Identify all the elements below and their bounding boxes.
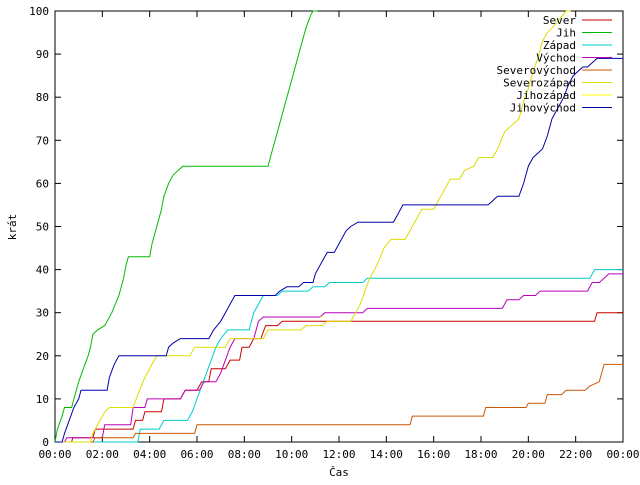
- series-line-2: [55, 269, 623, 443]
- y-axis: 0 10 20 30 40 50 60 70 80 90 100: [29, 5, 623, 449]
- series-line-7: [55, 57, 623, 443]
- series-line-3: [55, 273, 623, 443]
- series-line-5: [55, 10, 571, 443]
- series-line-1: [54, 10, 318, 443]
- legend-label: Severozápad: [503, 77, 576, 90]
- y-tick-label: 0: [42, 436, 49, 449]
- series-line-0: [55, 312, 623, 443]
- y-tick-label: 30: [36, 307, 49, 320]
- x-tick-label: 04:00: [133, 448, 166, 461]
- y-axis-label: krát: [6, 214, 19, 241]
- y-tick-label: 100: [29, 5, 49, 18]
- x-tick-label: 16:00: [417, 448, 450, 461]
- x-tick-label: 10:00: [275, 448, 308, 461]
- legend-label: Východ: [536, 52, 576, 65]
- x-tick-label: 06:00: [180, 448, 213, 461]
- x-tick-label: 22:00: [559, 448, 592, 461]
- x-tick-label: 18:00: [464, 448, 497, 461]
- y-tick-label: 70: [36, 134, 49, 147]
- x-tick-label: 20:00: [512, 448, 545, 461]
- y-tick-label: 90: [36, 48, 49, 61]
- x-tick-label: 00:00: [606, 448, 639, 461]
- y-tick-label: 40: [36, 264, 49, 277]
- series-lines: [54, 10, 623, 443]
- y-tick-label: 80: [36, 91, 49, 104]
- y-tick-label: 50: [36, 221, 49, 234]
- x-tick-label: 14:00: [370, 448, 403, 461]
- x-tick-label: 00:00: [38, 448, 71, 461]
- legend-label: Jihovýchod: [510, 102, 576, 115]
- x-tick-label: 08:00: [228, 448, 261, 461]
- series-line-4: [55, 363, 623, 443]
- legend-label: Severovýchod: [497, 64, 576, 77]
- legend-label: Sever: [543, 14, 576, 27]
- legend-label: Jihozápad: [516, 89, 576, 102]
- x-axis: 00:00 02:00 04:00 06:00 08:00 10:00 12:00 14:00…: [38, 11, 640, 461]
- legend-label: Jih: [556, 27, 576, 40]
- x-tick-label: 02:00: [86, 448, 119, 461]
- y-tick-label: 20: [36, 350, 49, 363]
- legend: SeverJihZápadVýchodSeverovýchodSeverozáp…: [497, 14, 612, 115]
- x-axis-label: Čas: [329, 466, 349, 479]
- x-tick-label: 12:00: [322, 448, 355, 461]
- y-tick-label: 60: [36, 177, 49, 190]
- legend-label: Západ: [543, 39, 576, 52]
- y-tick-label: 10: [36, 393, 49, 406]
